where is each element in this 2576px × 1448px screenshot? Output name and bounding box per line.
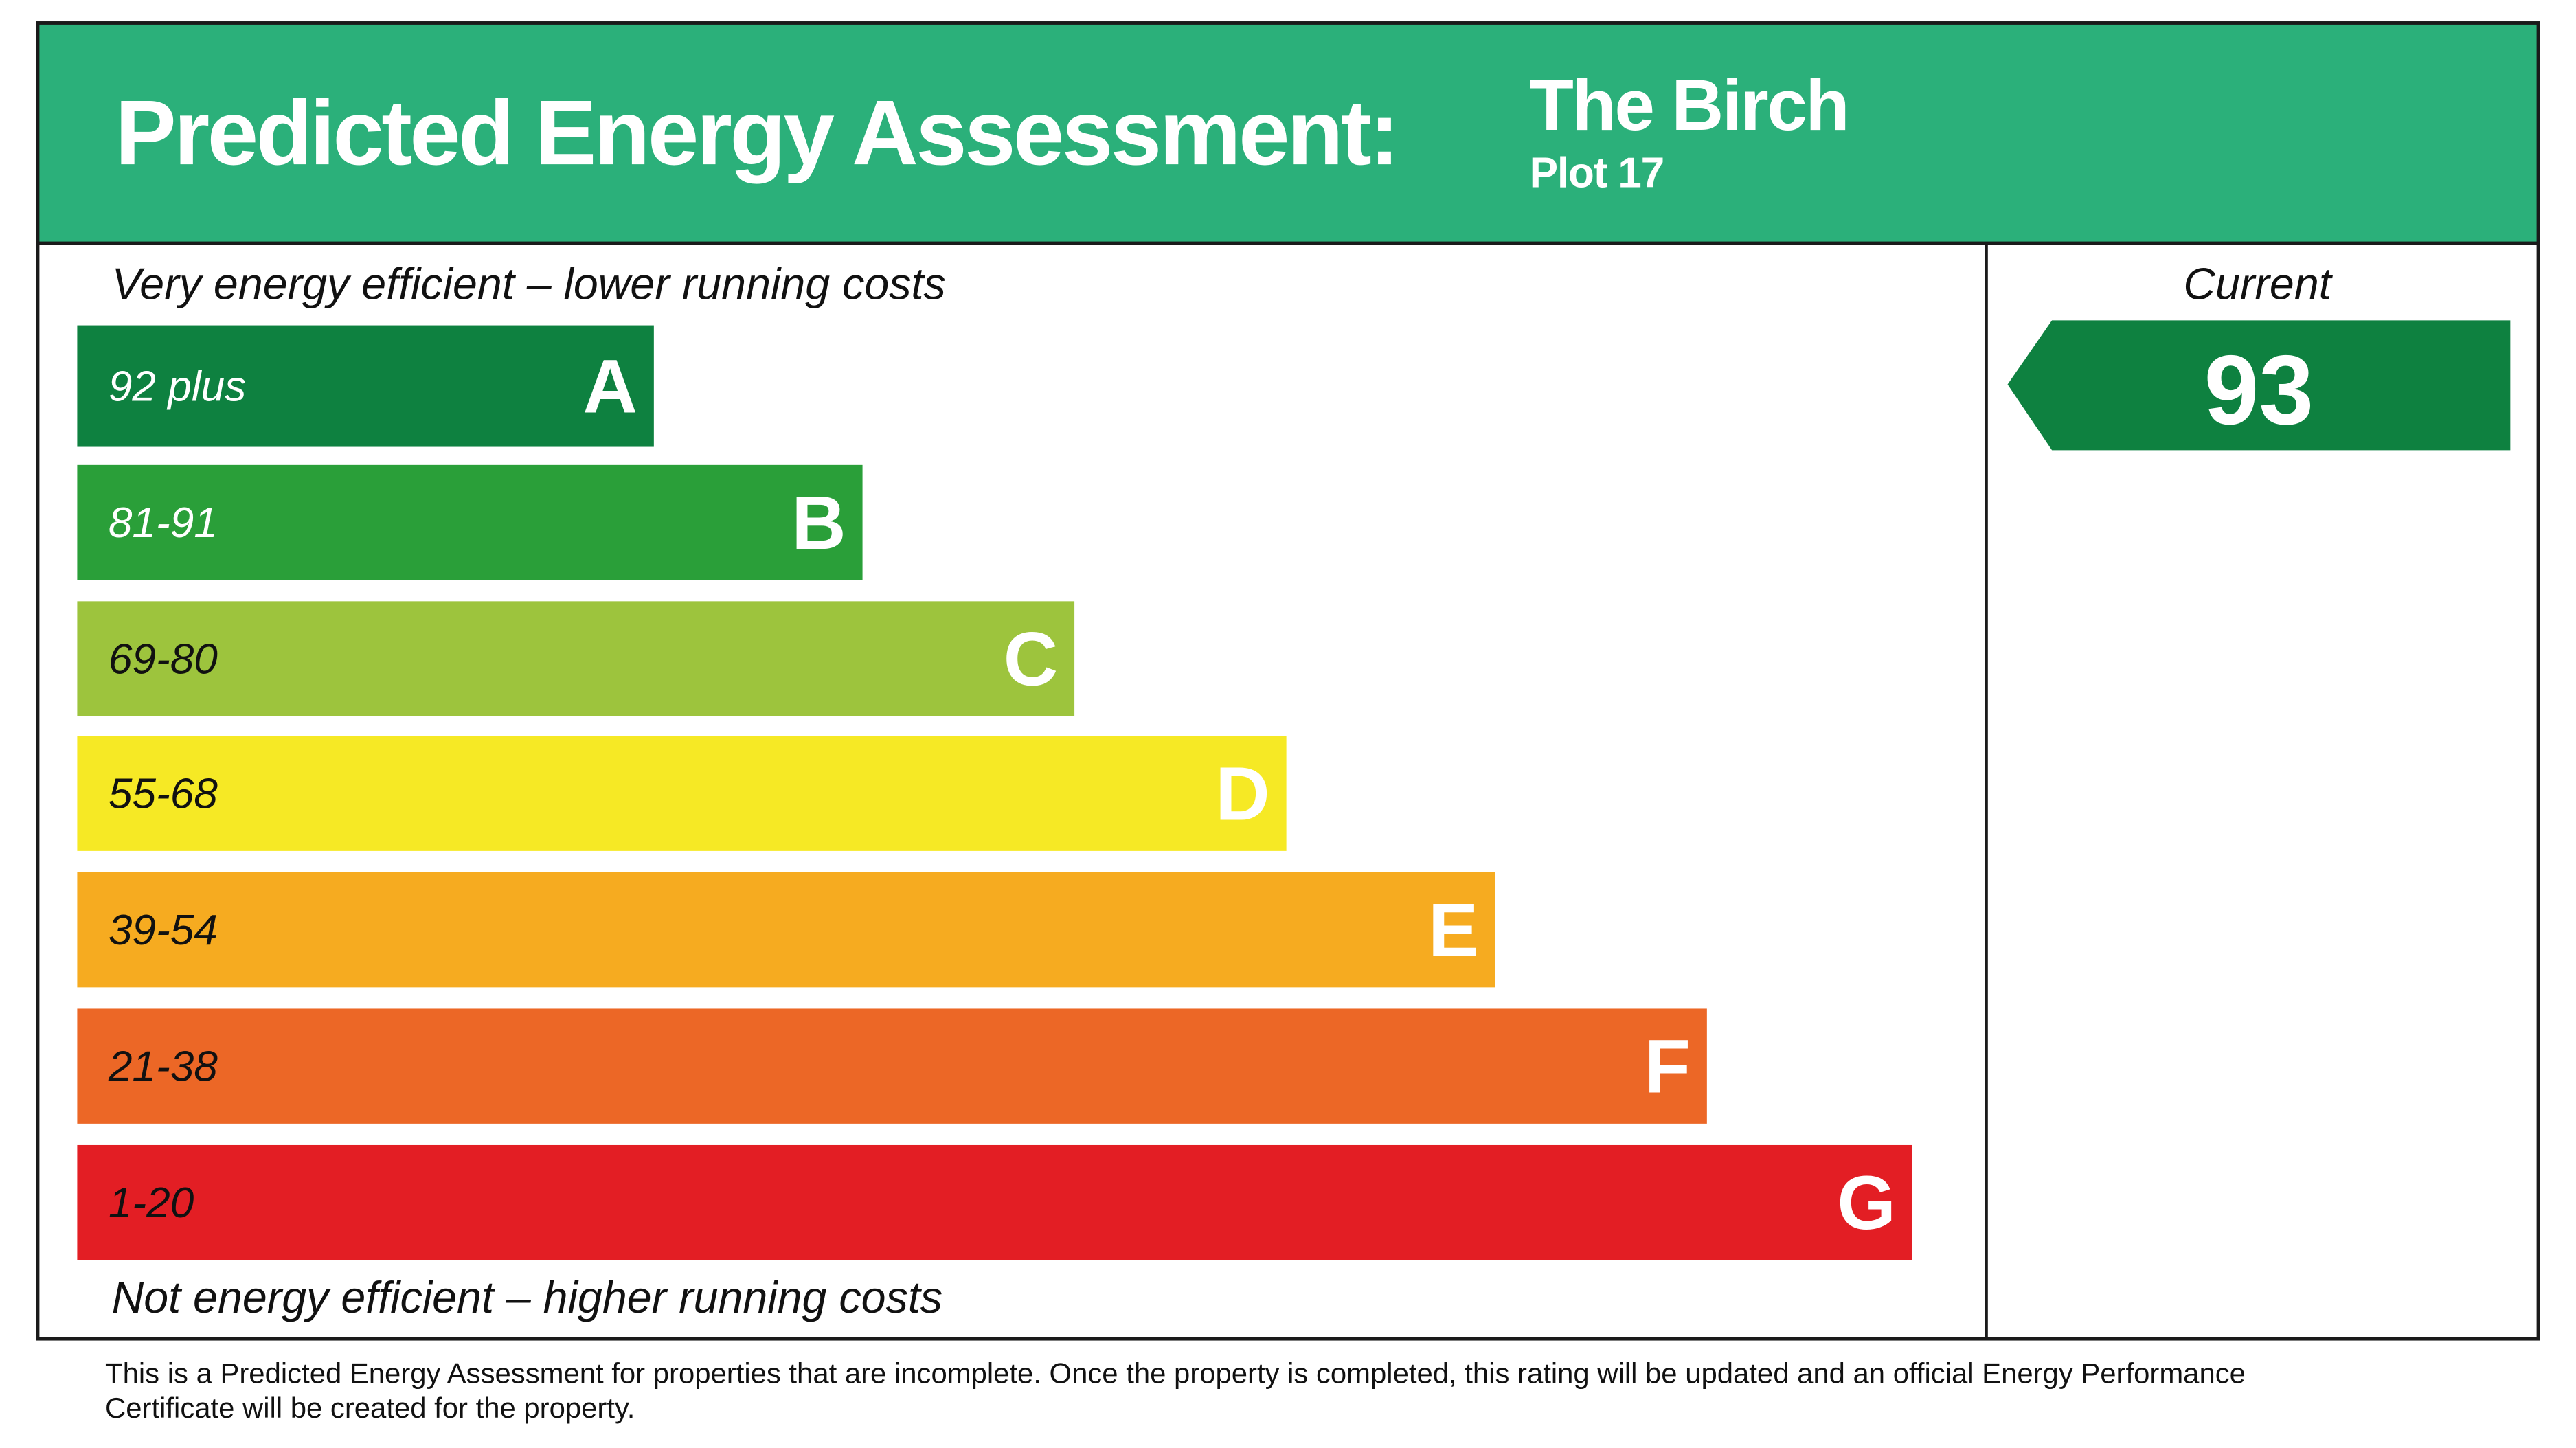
- band-letter: B: [791, 481, 846, 565]
- band-range: 92 plus: [109, 363, 246, 411]
- band-range: 55-68: [109, 771, 218, 818]
- header-title: Predicted Energy Assessment:: [115, 82, 1397, 184]
- footnote: This is a Predicted Energy Assessment fo…: [105, 1357, 2246, 1390]
- band-letter: G: [1837, 1161, 1896, 1245]
- band-bar: [77, 325, 654, 447]
- footnote: Certificate will be created for the prop…: [105, 1392, 635, 1424]
- band-letter: E: [1428, 888, 1478, 973]
- band-range: 21-38: [108, 1043, 218, 1091]
- header-bar: [36, 21, 2540, 245]
- band-bar: [77, 464, 863, 580]
- band-letter: A: [583, 344, 637, 429]
- band-range: 39-54: [109, 907, 218, 954]
- band-range: 81-91: [109, 499, 218, 547]
- current-value: 93: [2204, 335, 2314, 445]
- band-bar: [77, 872, 1495, 988]
- property-name: The Birch: [1530, 65, 1849, 146]
- band-letter: C: [1004, 617, 1058, 701]
- band-range: 1-20: [109, 1179, 194, 1227]
- top-label: Very energy efficient – lower running co…: [112, 259, 946, 308]
- bands: 92 plus A 81-91 B 69-80 C 55-68 D 39-54 E 21-38 F 1-…: [77, 325, 1912, 1260]
- band-bar: [77, 1144, 1912, 1260]
- bottom-label: Not energy efficient – higher running co…: [112, 1273, 942, 1322]
- band-letter: D: [1215, 751, 1269, 836]
- band-bar: [77, 736, 1287, 851]
- band-range: 69-80: [109, 636, 218, 683]
- band-letter: F: [1645, 1024, 1691, 1109]
- current-label: Current: [2183, 259, 2333, 308]
- current-arrow: [2007, 320, 2511, 451]
- band-bar: [77, 1008, 1707, 1124]
- plot-number: Plot 17: [1530, 150, 1664, 197]
- band-bar: [77, 601, 1075, 716]
